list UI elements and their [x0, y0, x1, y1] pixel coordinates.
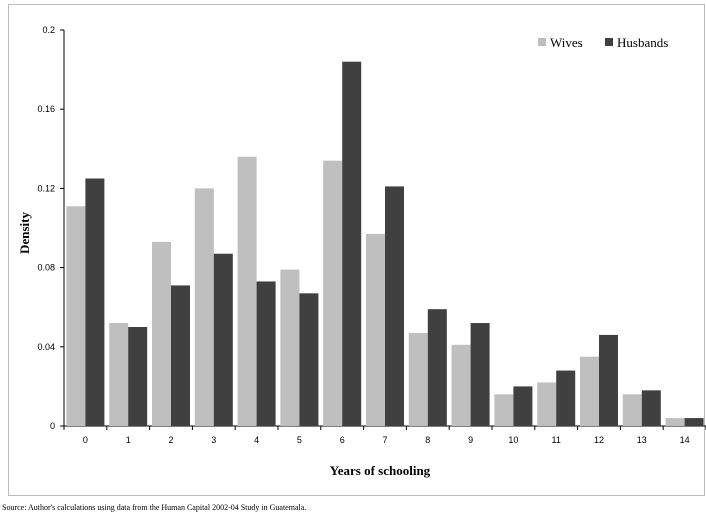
bar-wives-12	[580, 356, 599, 426]
x-tick-label: 5	[297, 435, 302, 445]
bar-wives-0	[66, 206, 86, 426]
bar-husbands-9	[470, 323, 490, 426]
bar-wives-11	[537, 382, 557, 426]
bar-husbands-14	[684, 418, 704, 426]
bar-husbands-7	[385, 186, 404, 426]
x-tick-label: 8	[425, 435, 430, 445]
bar-husbands-8	[427, 309, 447, 426]
y-tick-label: 0.12	[37, 183, 55, 193]
y-tick-label: 0.08	[37, 263, 55, 273]
x-tick-label: 10	[508, 435, 518, 445]
x-tick-label: 12	[594, 435, 604, 445]
x-tick-label: 2	[168, 435, 173, 445]
bar-wives-5	[280, 269, 300, 426]
bar-husbands-6	[342, 61, 362, 427]
bar-husbands-4	[256, 281, 276, 426]
bar-husbands-2	[171, 285, 190, 426]
y-tick-label: 0.16	[37, 104, 55, 114]
bar-husbands-1	[128, 327, 148, 426]
y-tick-label: 0.2	[42, 25, 55, 35]
bars	[66, 61, 704, 427]
x-tick-label: 3	[211, 435, 216, 445]
legend-swatch-wives	[538, 38, 546, 46]
tick-labels: 00.040.080.120.160.20 1 2 3 4 5 6 7 8 9 10 11 12 13 14	[37, 25, 689, 445]
bar-wives-6	[323, 160, 343, 426]
x-tick-label: 14	[680, 435, 690, 445]
legend-swatch-husbands	[605, 38, 613, 46]
bar-wives-7	[366, 233, 385, 426]
bar-wives-3	[194, 188, 214, 426]
bar-husbands-5	[299, 293, 319, 426]
x-tick-label: 0	[83, 435, 88, 445]
x-tick-label: 9	[468, 435, 473, 445]
legend-label-wives: Wives	[550, 35, 583, 50]
bar-husbands-12	[599, 334, 618, 426]
x-tick-label: 13	[637, 435, 647, 445]
bar-husbands-3	[213, 253, 233, 426]
bar-wives-8	[408, 332, 428, 426]
bar-husbands-13	[641, 390, 661, 426]
x-tick-label: 11	[552, 435, 561, 445]
chart-frame	[8, 4, 705, 496]
y-tick-label: 0	[50, 421, 55, 431]
y-tick-label: 0.04	[37, 342, 55, 352]
bar-wives-2	[152, 241, 171, 426]
bar-wives-13	[622, 394, 642, 426]
bar-husbands-10	[513, 386, 533, 426]
y-axis-title: Density	[17, 212, 32, 254]
source-note: Source: Author's calculations using data…	[2, 503, 307, 512]
bar-wives-9	[451, 344, 471, 426]
bar-wives-1	[109, 323, 129, 426]
bar-wives-10	[494, 394, 514, 426]
legend-label-husbands: Husbands	[617, 35, 668, 50]
bar-husbands-11	[556, 370, 576, 426]
x-tick-label: 7	[382, 435, 387, 445]
x-tick-label: 6	[340, 435, 345, 445]
x-tick-label: 4	[254, 435, 259, 445]
bar-wives-14	[665, 418, 685, 426]
x-tick-label: 1	[126, 435, 131, 445]
bar-husbands-0	[85, 178, 105, 426]
x-axis-title: Years of schooling	[330, 463, 431, 478]
legend: Wives Husbands	[538, 35, 668, 50]
bar-wives-4	[237, 156, 257, 426]
